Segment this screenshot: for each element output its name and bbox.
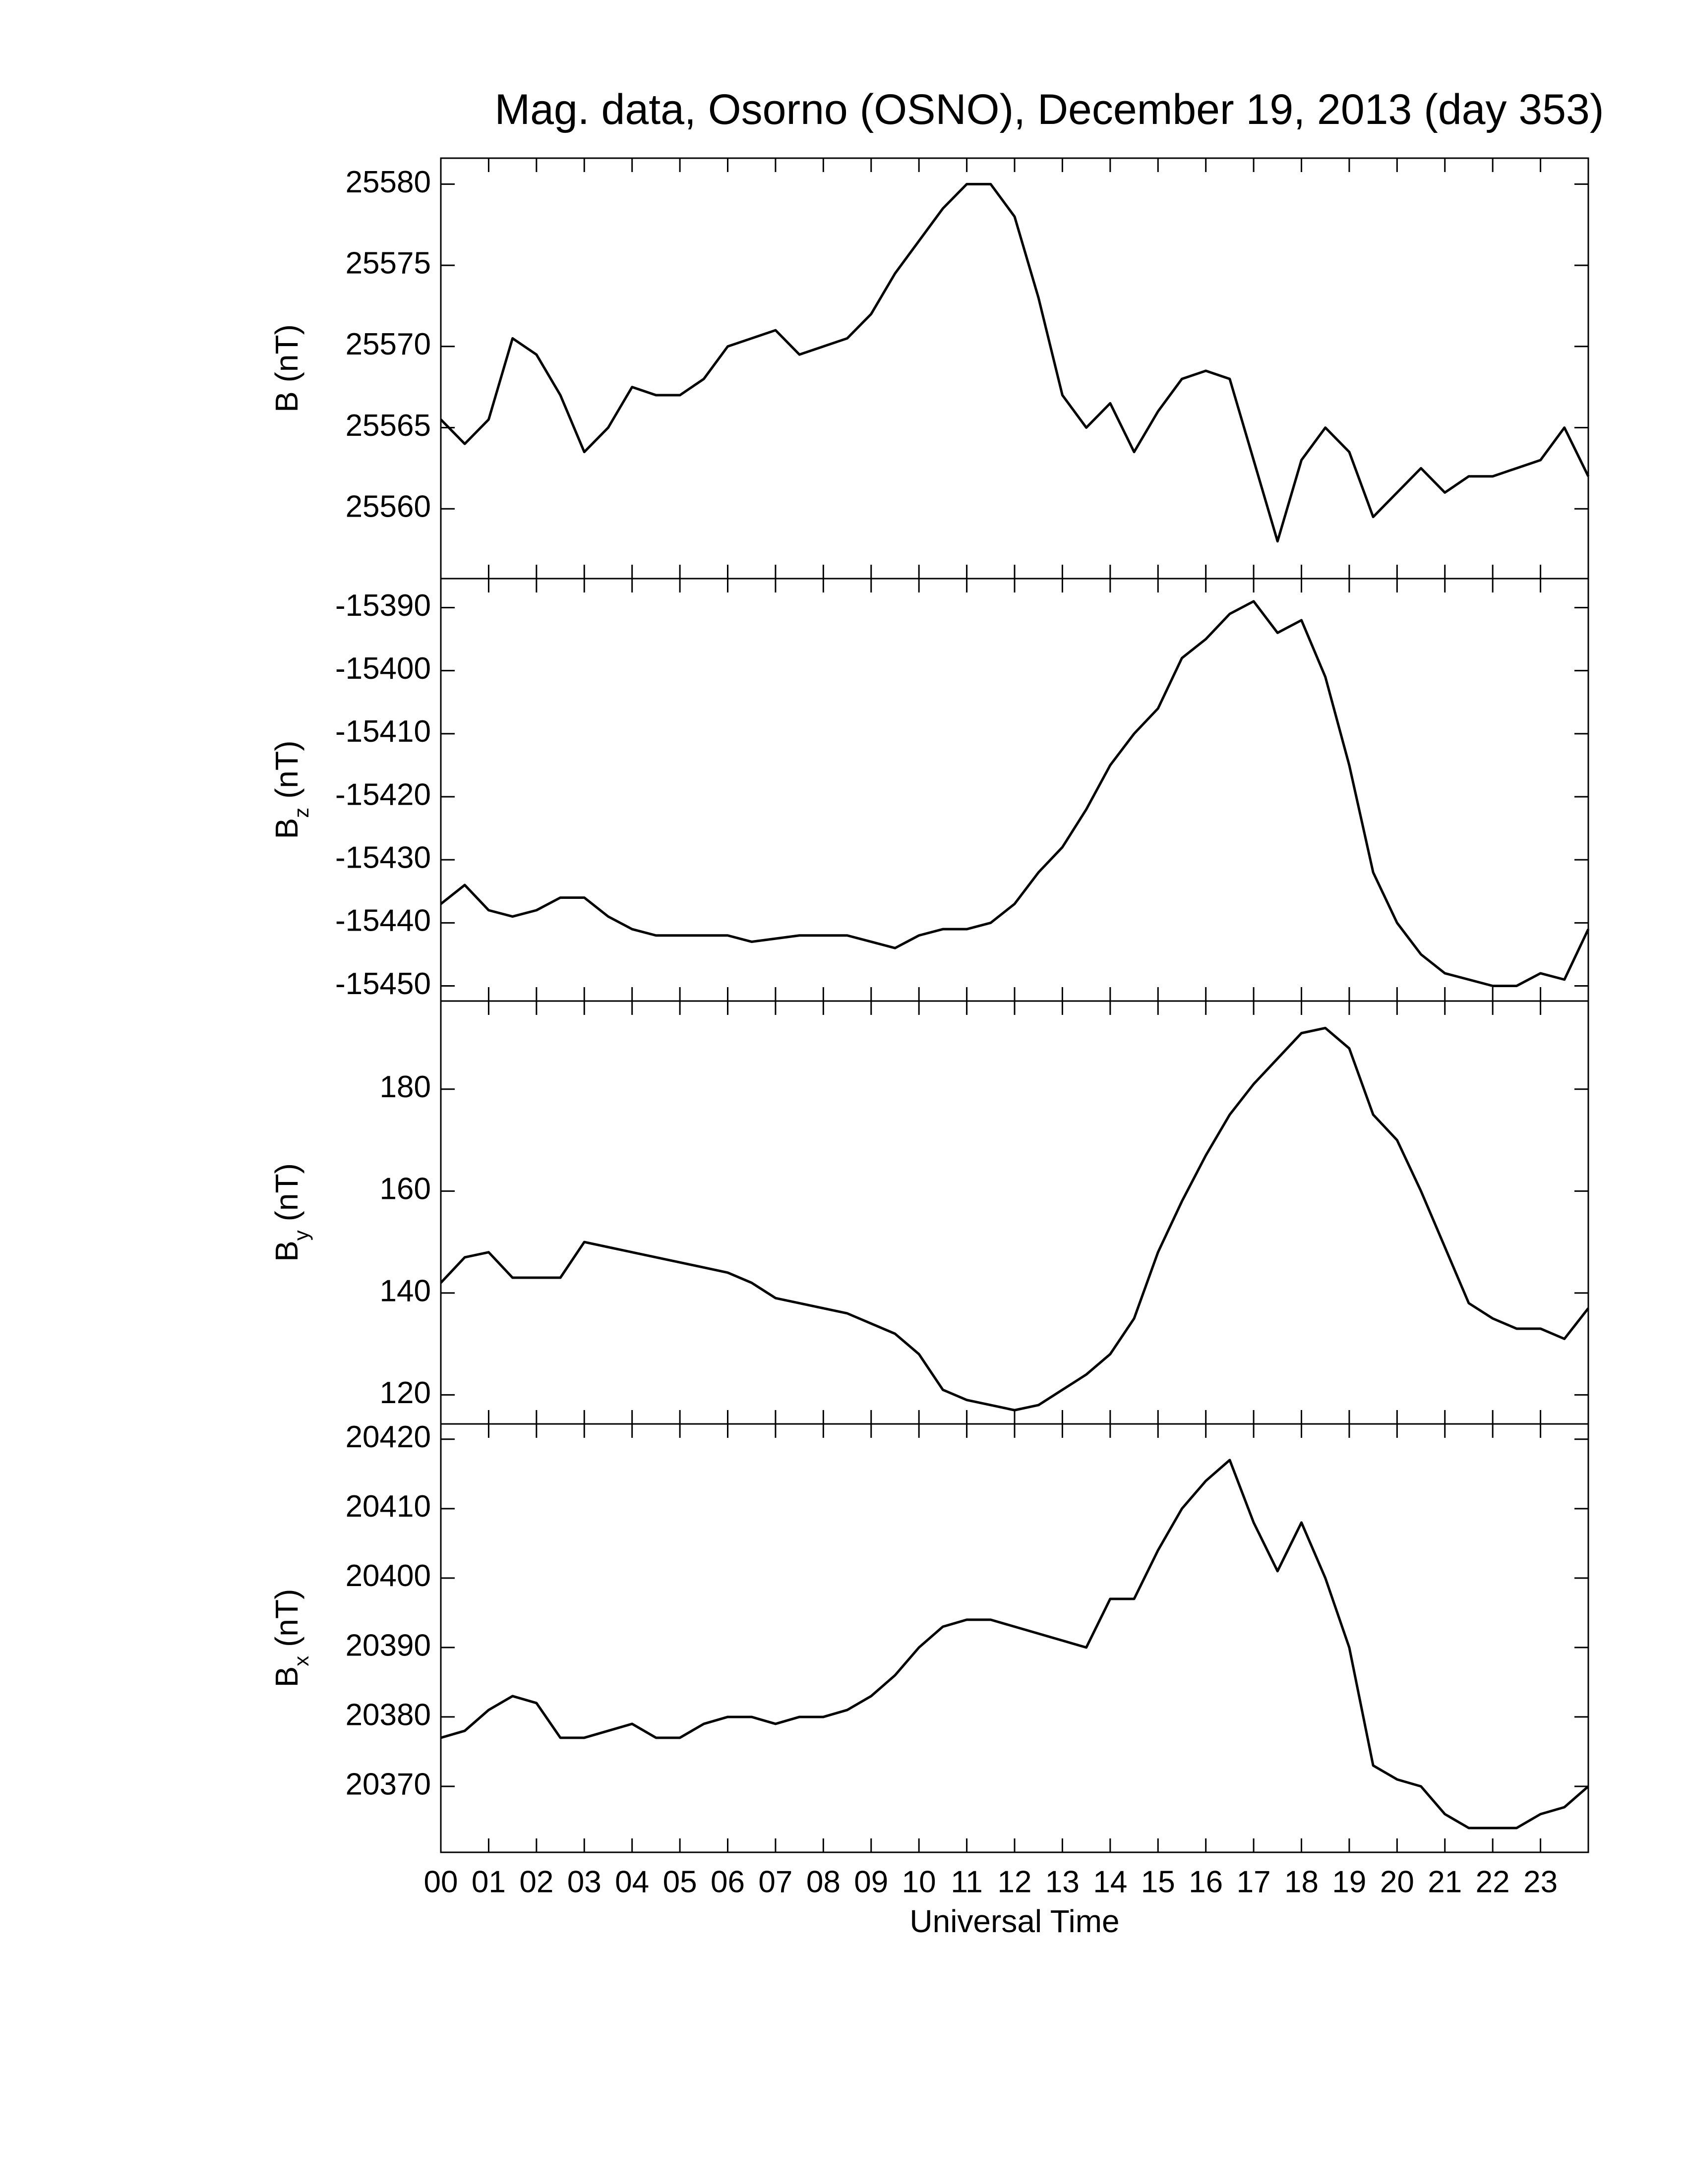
y-tick-label: -15420 bbox=[335, 777, 431, 812]
y-tick-label: 160 bbox=[380, 1172, 431, 1206]
data-line bbox=[440, 1026, 1589, 1412]
x-tick-label: 05 bbox=[663, 1865, 697, 1899]
y-tick-label: 120 bbox=[380, 1376, 431, 1410]
x-tick-label: 18 bbox=[1284, 1865, 1319, 1899]
data-line bbox=[440, 182, 1590, 543]
x-tick-label: 23 bbox=[1523, 1865, 1558, 1899]
y-axis-label-subscript: x bbox=[290, 1656, 313, 1666]
x-tick-label: 09 bbox=[854, 1865, 888, 1899]
y-axis-label-space bbox=[269, 1221, 304, 1230]
y-axis-label: B (nT) bbox=[269, 324, 304, 413]
x-tick-label: 20 bbox=[1380, 1865, 1414, 1899]
y-tick-label: 180 bbox=[380, 1070, 431, 1104]
y-axis-label-subscript: y bbox=[290, 1230, 313, 1240]
x-tick-label: 22 bbox=[1476, 1865, 1510, 1899]
x-tick-label: 02 bbox=[519, 1865, 553, 1899]
data-line bbox=[440, 600, 1590, 987]
y-axis-label-unit: (nT) bbox=[269, 1163, 304, 1221]
y-axis-label-unit: (nT) bbox=[269, 1589, 304, 1647]
y-axis-label-unit: (nT) bbox=[269, 324, 304, 382]
y-tick-label: 20390 bbox=[346, 1628, 431, 1662]
y-tick-label: 20380 bbox=[346, 1698, 431, 1732]
y-axis-label: Bx (nT) bbox=[269, 1589, 313, 1688]
y-axis-label-space bbox=[269, 382, 304, 391]
x-tick-label: 06 bbox=[711, 1865, 745, 1899]
x-tick-label: 19 bbox=[1332, 1865, 1366, 1899]
x-axis-label: Universal Time bbox=[909, 1903, 1119, 1939]
y-axis-label-space bbox=[269, 1647, 304, 1656]
x-tick-label: 12 bbox=[998, 1865, 1032, 1899]
x-tick-label: 14 bbox=[1093, 1865, 1127, 1899]
x-tick-label: 04 bbox=[615, 1865, 649, 1899]
x-tick-label: 16 bbox=[1189, 1865, 1223, 1899]
x-tick-label: 08 bbox=[806, 1865, 841, 1899]
y-tick-label: 25575 bbox=[346, 246, 431, 280]
y-axis-label-space bbox=[269, 799, 304, 808]
y-tick-label: 25570 bbox=[346, 327, 431, 361]
y-tick-label: 20400 bbox=[346, 1559, 431, 1593]
y-axis-label-symbol: B bbox=[269, 1240, 304, 1262]
y-tick-label: -15440 bbox=[335, 904, 431, 938]
y-axis-label-unit: (nT) bbox=[269, 741, 304, 799]
y-axis-label: By (nT) bbox=[269, 1163, 313, 1262]
chart-title: Mag. data, Osorno (OSNO), December 19, 2… bbox=[494, 86, 1604, 133]
y-tick-label: -15430 bbox=[335, 841, 431, 875]
y-tick-label: 140 bbox=[380, 1274, 431, 1308]
y-tick-label: -15450 bbox=[335, 967, 431, 1001]
y-tick-label: 25560 bbox=[346, 490, 431, 524]
y-tick-label: 20410 bbox=[346, 1489, 431, 1524]
y-tick-label: 20370 bbox=[346, 1767, 431, 1801]
x-tick-label: 13 bbox=[1045, 1865, 1080, 1899]
y-tick-label: -15390 bbox=[335, 589, 431, 623]
y-axis-label: Bz (nT) bbox=[269, 741, 313, 839]
y-axis-label-subscript: z bbox=[290, 808, 313, 818]
data-line bbox=[440, 1459, 1589, 1830]
x-tick-label: 17 bbox=[1237, 1865, 1271, 1899]
x-tick-label: 11 bbox=[951, 1865, 982, 1899]
y-tick-label: 25580 bbox=[346, 165, 431, 199]
x-tick-label: 15 bbox=[1141, 1865, 1175, 1899]
y-axis-label-symbol: B bbox=[269, 1666, 304, 1688]
x-tick-label: 07 bbox=[758, 1865, 792, 1899]
y-tick-label: 20420 bbox=[346, 1420, 431, 1454]
y-tick-label: -15410 bbox=[335, 714, 431, 749]
x-tick-label: 21 bbox=[1428, 1865, 1462, 1899]
y-axis-label-symbol: B bbox=[269, 391, 304, 413]
x-tick-label: 01 bbox=[472, 1865, 506, 1899]
y-tick-label: -15400 bbox=[335, 651, 431, 686]
y-tick-label: 25565 bbox=[346, 409, 431, 443]
y-axis-label-symbol: B bbox=[269, 818, 304, 839]
x-tick-label: 00 bbox=[424, 1865, 458, 1899]
x-tick-label: 10 bbox=[902, 1865, 936, 1899]
x-tick-label: 03 bbox=[567, 1865, 602, 1899]
